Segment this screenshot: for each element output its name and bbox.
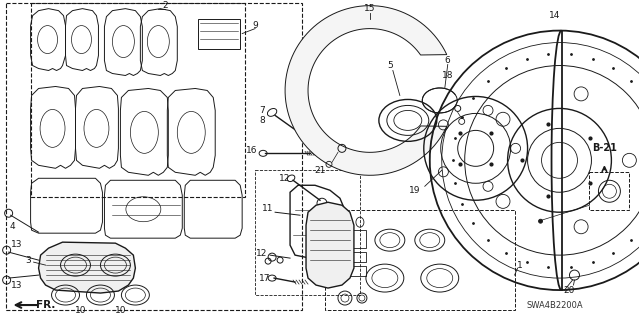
Text: 15: 15 xyxy=(364,4,376,13)
Bar xyxy=(338,252,366,262)
Polygon shape xyxy=(285,6,447,175)
Polygon shape xyxy=(306,202,354,288)
Text: 18: 18 xyxy=(442,71,454,80)
Text: 21: 21 xyxy=(314,166,326,175)
Text: 4: 4 xyxy=(10,222,15,231)
Text: 6: 6 xyxy=(445,56,451,65)
Polygon shape xyxy=(38,242,136,293)
Bar xyxy=(31,3,245,197)
Text: SWA4B2200A: SWA4B2200A xyxy=(526,300,583,309)
Text: FR.: FR. xyxy=(36,300,55,310)
Bar xyxy=(589,172,629,210)
Text: B-21: B-21 xyxy=(592,143,617,153)
Text: 16: 16 xyxy=(246,146,258,155)
Text: 12: 12 xyxy=(280,174,291,183)
Text: 19: 19 xyxy=(409,186,420,195)
Text: 9: 9 xyxy=(252,21,258,30)
Bar xyxy=(198,19,240,48)
Bar xyxy=(6,3,302,310)
Text: 13: 13 xyxy=(11,240,22,249)
Circle shape xyxy=(538,219,543,223)
Text: 8: 8 xyxy=(259,116,265,125)
Text: 7: 7 xyxy=(259,106,265,115)
Bar xyxy=(325,210,515,310)
Bar xyxy=(255,170,360,295)
Text: 13: 13 xyxy=(11,281,22,290)
Text: 2: 2 xyxy=(163,1,168,10)
Text: 10: 10 xyxy=(115,306,126,315)
Text: 10: 10 xyxy=(75,306,86,315)
Text: 17: 17 xyxy=(259,274,271,283)
Text: 5: 5 xyxy=(387,61,393,70)
Text: 20: 20 xyxy=(564,286,575,294)
Text: 12: 12 xyxy=(257,249,268,258)
Text: 1: 1 xyxy=(516,261,522,270)
Bar xyxy=(338,230,366,248)
Bar xyxy=(338,266,366,276)
Text: 14: 14 xyxy=(549,11,560,20)
Text: 11: 11 xyxy=(262,204,274,213)
Text: 3: 3 xyxy=(26,256,31,265)
